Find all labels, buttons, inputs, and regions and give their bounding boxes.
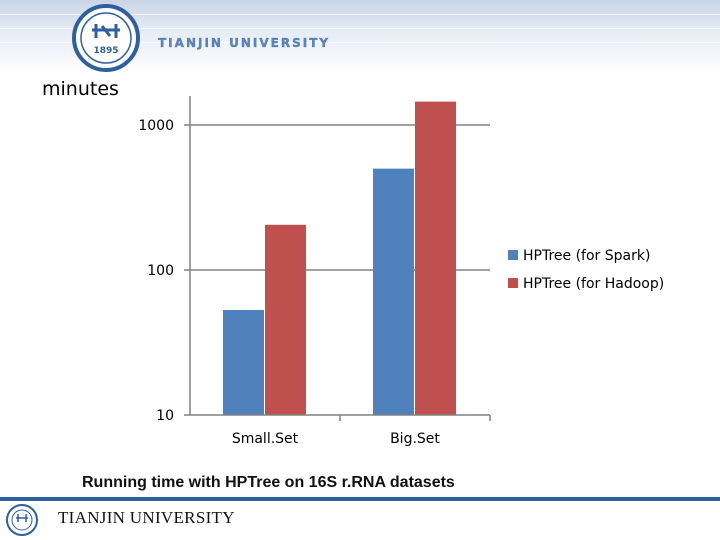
y-axis-unit-label: minutes xyxy=(42,78,119,100)
bar-spark-smallset xyxy=(223,309,264,415)
footer-bar xyxy=(0,497,720,501)
header-university-name: TIANJIN UNIVERSITY xyxy=(158,36,331,50)
bar-hadoop-bigset xyxy=(415,101,456,416)
y-tick-label: 1000 xyxy=(138,118,174,134)
footer-university-name: TIANJIN UNIVERSITY xyxy=(58,508,235,527)
bar-spark-bigset xyxy=(373,168,414,415)
x-tick-label: Big.Set xyxy=(390,431,440,447)
legend-label: HPTree (for Spark) xyxy=(523,248,650,264)
x-tick-label: Small.Set xyxy=(232,431,299,447)
bar-chart: 10 100 1000 Small.Set Big.Set HPTree (for Sp… xyxy=(138,96,664,447)
legend: HPTree (for Spark) HPTree (for Hadoop) xyxy=(508,248,664,292)
chart-caption: Running time with HPTree on 16S r.RNA da… xyxy=(82,474,455,491)
y-tick-label: 10 xyxy=(156,408,174,424)
legend-swatch xyxy=(508,250,518,260)
bar-hadoop-smallset xyxy=(265,224,306,415)
legend-swatch xyxy=(508,278,518,288)
university-seal-icon-small xyxy=(6,504,38,536)
university-seal-icon: 1895 xyxy=(72,4,140,72)
bars-layer xyxy=(223,101,456,416)
seal-year: 1895 xyxy=(93,46,118,56)
axis-layer: 10 100 1000 Small.Set Big.Set xyxy=(138,96,491,447)
y-tick-label: 100 xyxy=(147,263,174,279)
legend-label: HPTree (for Hadoop) xyxy=(523,276,664,292)
